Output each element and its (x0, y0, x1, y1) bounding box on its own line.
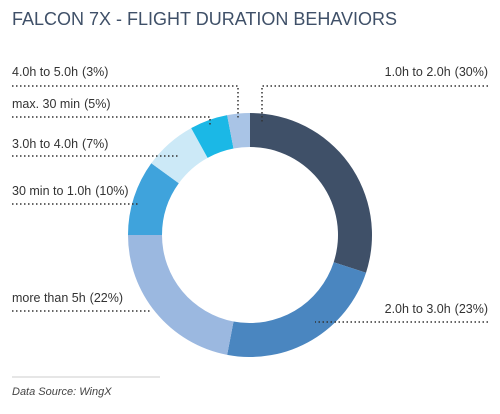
leader-line (261, 85, 488, 122)
segment-label: max. 30 min (5%) (12, 97, 111, 111)
value-label: (30%) (455, 65, 488, 79)
donut-segment (128, 235, 234, 355)
donut-segment (250, 113, 372, 273)
category-label: max. 30 min (12, 97, 80, 111)
leader-line (12, 116, 211, 126)
category-label: 3.0h to 4.0h (12, 137, 78, 151)
segment-label: 30 min to 1.0h (10%) (12, 184, 129, 198)
segment-label: 1.0h to 2.0h (30%) (385, 65, 488, 79)
donut-segment (227, 262, 367, 357)
segment-label: 4.0h to 5.0h (3%) (12, 65, 108, 79)
value-label: (22%) (90, 291, 123, 305)
category-label: 2.0h to 3.0h (385, 302, 451, 316)
category-label: 30 min to 1.0h (12, 184, 91, 198)
source: Data Source: WingX (12, 386, 112, 398)
category-label: more than 5h (12, 291, 86, 305)
value-label: (7%) (82, 137, 108, 151)
category-label: 4.0h to 5.0h (12, 65, 78, 79)
value-label: (23%) (455, 302, 488, 316)
chart-title: FALCON 7X - FLIGHT DURATION BEHAVIORS (12, 9, 397, 29)
segment-label: more than 5h (22%) (12, 291, 123, 305)
donut-segment (151, 128, 208, 184)
donut-segment (191, 115, 234, 158)
value-label: (5%) (84, 97, 110, 111)
donut-segment (227, 113, 250, 149)
donut-segment (128, 163, 179, 235)
segment-label: 2.0h to 3.0h (23%) (385, 302, 488, 316)
value-label: (3%) (82, 65, 108, 79)
value-label: (10%) (95, 184, 128, 198)
category-label: 1.0h to 2.0h (385, 65, 451, 79)
segment-label: 3.0h to 4.0h (7%) (12, 137, 108, 151)
